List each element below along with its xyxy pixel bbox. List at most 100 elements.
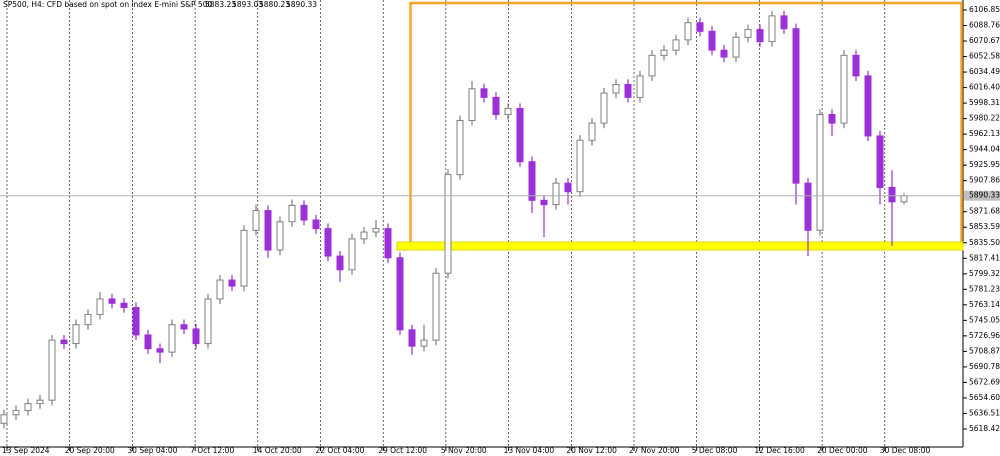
candle-body (276, 221, 284, 251)
x-tick-label: 29 Oct 12:00 (378, 446, 427, 455)
y-tick-label: 5871.68 (969, 207, 1000, 216)
candle-body (252, 210, 260, 231)
x-tick-label: 13 Sep 2024 (2, 446, 50, 455)
candle-body (732, 36, 740, 58)
candle-body (528, 161, 536, 201)
candle-body (564, 182, 572, 193)
x-tick-label: 5 Nov 20:00 (441, 446, 487, 455)
candle-body (0, 414, 8, 424)
candle-body (48, 339, 56, 401)
y-tick-label: 5636.51 (969, 408, 1000, 417)
candle-body (372, 228, 380, 233)
candle-body (744, 29, 752, 38)
candle-body (336, 255, 344, 271)
y-tick-label: 5907.86 (969, 176, 1000, 185)
y-tick-label: 5726.96 (969, 331, 1000, 340)
y-tick-label: 5817.41 (969, 253, 1000, 262)
candle-body (96, 298, 104, 315)
support-zone (396, 241, 964, 251)
candle-body (648, 54, 656, 77)
candles (0, 10, 908, 429)
x-tick-label: 5 Dec 08:00 (692, 446, 738, 455)
x-tick-label: 20 Sep 20:00 (65, 446, 115, 455)
candle-body (240, 229, 248, 287)
candle-body (444, 174, 452, 274)
y-tick-label: 5962.13 (969, 129, 1000, 138)
candle-body (468, 88, 476, 122)
x-tick-label: 14 Oct 20:00 (253, 446, 302, 455)
candle-body (228, 279, 236, 287)
candle-body (624, 83, 632, 98)
candle-body (168, 324, 176, 353)
candle-body (72, 324, 80, 345)
candle-body (396, 257, 404, 331)
last-low: 5880.23 (259, 0, 290, 9)
candle-body (600, 92, 608, 124)
candle-body (876, 135, 884, 188)
candle-body (384, 228, 392, 259)
x-tick-label: 7 Oct 12:00 (190, 446, 234, 455)
candle-body (672, 39, 680, 51)
candle-body (660, 49, 668, 56)
candle-body (588, 122, 596, 141)
y-tick-label: 5690.78 (969, 362, 1000, 371)
candle-body (780, 15, 788, 30)
x-tick-label: 30 Sep 04:00 (127, 446, 177, 455)
candle-body (864, 75, 872, 137)
candle-body (552, 182, 560, 206)
y-tick-label: 5998.31 (969, 98, 1000, 107)
y-tick-label: 5763.14 (969, 300, 1000, 309)
x-tick-label: 20 Dec 00:00 (817, 446, 868, 455)
candle-body (900, 195, 908, 203)
candle-body (144, 334, 152, 350)
candle-body (576, 139, 584, 193)
candle-body (120, 302, 128, 309)
candle-body (840, 54, 848, 124)
last-close: 5890.33 (286, 0, 317, 9)
y-tick-label: 6016.40 (969, 83, 1000, 92)
candle-body (408, 329, 416, 347)
current-price-label: 5890.33 (969, 191, 1000, 200)
y-tick-label: 6070.67 (969, 36, 1000, 45)
candle-body (288, 204, 296, 223)
last-high: 5893.03 (232, 0, 263, 9)
x-tick-label: 20 Nov 12:00 (566, 446, 617, 455)
candle-body (360, 231, 368, 240)
candle-body (540, 199, 548, 206)
y-tick-label: 5925.95 (969, 160, 1000, 169)
chart-header: SP500, H4: CFD based on spot on index E-… (3, 0, 317, 9)
x-tick-label: 12 Dec 16:00 (754, 446, 805, 455)
candle-body (132, 307, 140, 336)
candle-body (324, 228, 332, 257)
y-tick-label: 5654.60 (969, 393, 1000, 402)
candle-body (480, 88, 488, 98)
candle-body (348, 238, 356, 271)
candle-body (36, 399, 44, 405)
candle-body (420, 339, 428, 347)
y-tick-label: 5944.04 (969, 145, 1000, 154)
y-tick-label: 5835.50 (969, 238, 1000, 247)
y-tick-label: 6052.58 (969, 52, 1000, 61)
x-tick-label: 27 Nov 20:00 (629, 446, 680, 455)
grid (6, 0, 886, 447)
y-tick-label: 5853.59 (969, 222, 1000, 231)
y-tick-label: 6088.76 (969, 21, 1000, 30)
candle-body (768, 15, 776, 43)
candle-body (492, 96, 500, 116)
candle-body (12, 409, 20, 416)
y-tick-label: 5708.87 (969, 346, 1000, 355)
y-tick-label: 6106.85 (969, 5, 1000, 14)
candle-body (816, 114, 824, 231)
candle-body (204, 298, 212, 345)
x-tick-label: 30 Dec 08:00 (880, 446, 931, 455)
candle-body (720, 49, 728, 58)
candle-body (156, 348, 164, 353)
x-tick-label: 22 Oct 04:00 (316, 446, 365, 455)
y-tick-label: 6034.49 (969, 67, 1000, 76)
candle-body (828, 114, 836, 124)
candle-body (516, 108, 524, 163)
candle-body (684, 22, 692, 41)
candle-body (192, 328, 200, 345)
candle-body (312, 219, 320, 230)
